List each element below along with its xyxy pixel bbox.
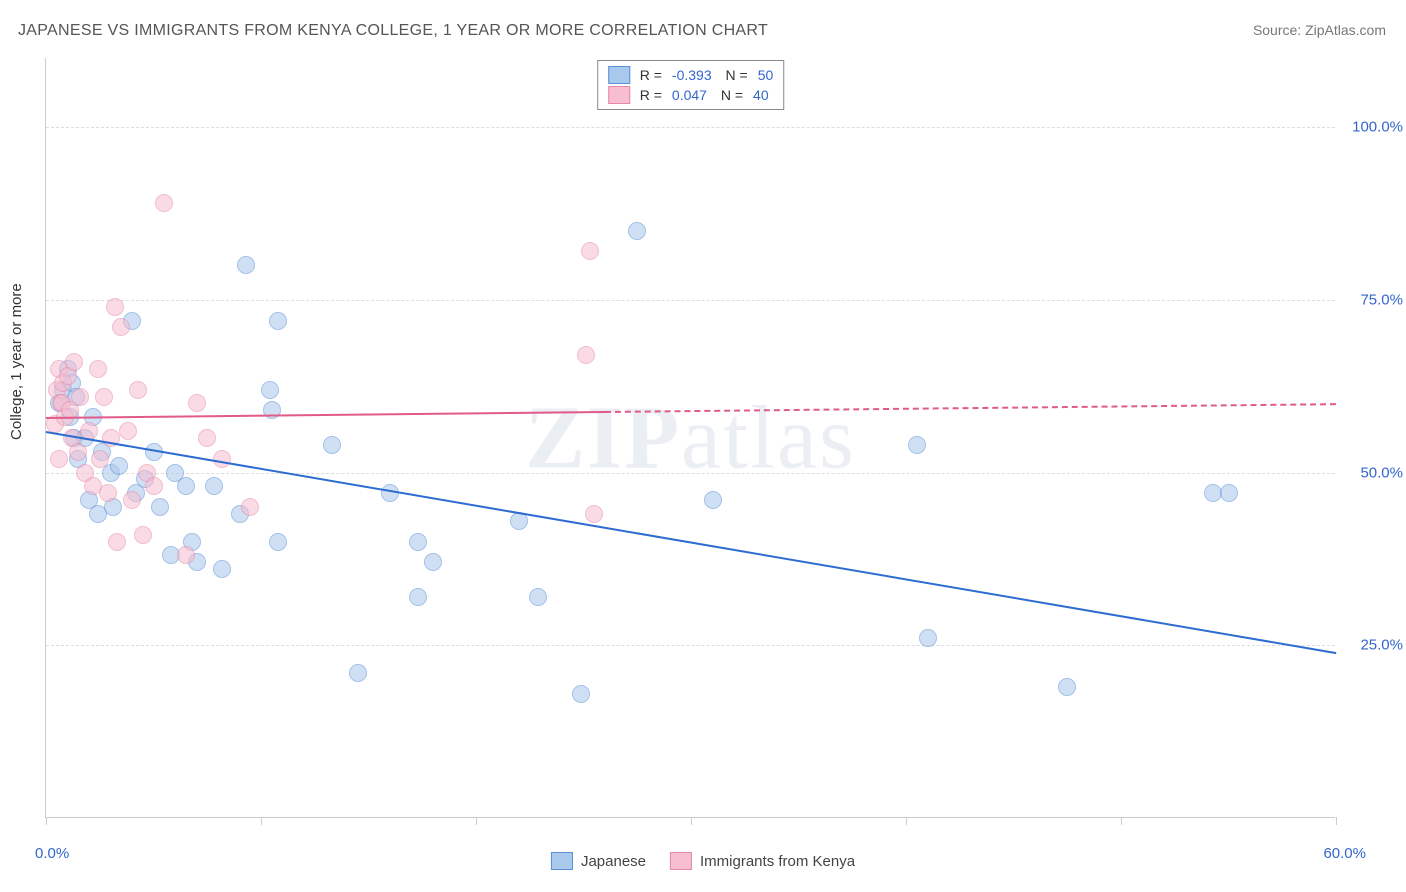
data-point xyxy=(129,381,147,399)
x-tick xyxy=(476,817,477,825)
trend-line xyxy=(46,411,605,419)
data-point xyxy=(91,450,109,468)
legend-r-label: R = xyxy=(640,67,662,83)
data-point xyxy=(71,388,89,406)
plot-area: ZIPatlas R = -0.393 N = 50 R = 0.047 N =… xyxy=(45,58,1335,818)
legend-label-kenya: Immigrants from Kenya xyxy=(700,853,855,870)
grid-line xyxy=(46,127,1335,128)
data-point xyxy=(585,505,603,523)
data-point xyxy=(908,436,926,454)
legend-label-japanese: Japanese xyxy=(581,853,646,870)
data-point xyxy=(628,222,646,240)
data-point xyxy=(213,450,231,468)
data-point xyxy=(145,477,163,495)
legend-r-label: R = xyxy=(640,87,662,103)
data-point xyxy=(381,484,399,502)
data-point xyxy=(89,360,107,378)
y-tick-label: 100.0% xyxy=(1352,119,1403,136)
data-point xyxy=(424,553,442,571)
data-point xyxy=(349,664,367,682)
data-point xyxy=(155,194,173,212)
x-axis-max-label: 60.0% xyxy=(1323,845,1366,862)
data-point xyxy=(119,422,137,440)
data-point xyxy=(529,588,547,606)
data-point xyxy=(577,346,595,364)
chart-title: JAPANESE VS IMMIGRANTS FROM KENYA COLLEG… xyxy=(18,22,768,40)
legend-n-value-kenya: 40 xyxy=(753,87,769,103)
data-point xyxy=(237,256,255,274)
watermark: ZIPatlas xyxy=(525,386,856,489)
legend-swatch-japanese-icon xyxy=(551,852,573,870)
x-tick xyxy=(1336,817,1337,825)
data-point xyxy=(177,477,195,495)
data-point xyxy=(269,312,287,330)
legend-item-kenya: Immigrants from Kenya xyxy=(670,852,855,870)
grid-line xyxy=(46,473,1335,474)
legend-r-value-kenya: 0.047 xyxy=(672,87,707,103)
data-point xyxy=(99,484,117,502)
x-tick xyxy=(46,817,47,825)
grid-line xyxy=(46,300,1335,301)
data-point xyxy=(69,443,87,461)
data-point xyxy=(106,298,124,316)
legend-n-value-japanese: 50 xyxy=(758,67,774,83)
y-tick-label: 50.0% xyxy=(1360,464,1403,481)
legend-swatch-japanese xyxy=(608,66,630,84)
data-point xyxy=(241,498,259,516)
legend-r-value-japanese: -0.393 xyxy=(672,67,712,83)
data-point xyxy=(323,436,341,454)
data-point xyxy=(108,533,126,551)
data-point xyxy=(261,381,279,399)
x-tick xyxy=(906,817,907,825)
data-point xyxy=(1058,678,1076,696)
data-point xyxy=(213,560,231,578)
x-tick xyxy=(261,817,262,825)
data-point xyxy=(188,394,206,412)
data-point xyxy=(50,450,68,468)
y-tick-label: 25.0% xyxy=(1360,637,1403,654)
data-point xyxy=(177,546,195,564)
data-point xyxy=(110,457,128,475)
trend-line-dashed xyxy=(605,403,1336,413)
legend-row-kenya: R = 0.047 N = 40 xyxy=(608,85,774,105)
data-point xyxy=(65,353,83,371)
data-point xyxy=(269,533,287,551)
series-legend: Japanese Immigrants from Kenya xyxy=(551,852,855,870)
data-point xyxy=(134,526,152,544)
data-point xyxy=(263,401,281,419)
data-point xyxy=(95,388,113,406)
data-point xyxy=(151,498,169,516)
data-point xyxy=(581,242,599,260)
data-point xyxy=(123,491,141,509)
trend-line xyxy=(46,431,1336,654)
x-tick xyxy=(1121,817,1122,825)
legend-n-label: N = xyxy=(722,67,748,83)
x-axis-min-label: 0.0% xyxy=(35,845,69,862)
chart-container: JAPANESE VS IMMIGRANTS FROM KENYA COLLEG… xyxy=(0,0,1406,892)
data-point xyxy=(198,429,216,447)
source-attribution: Source: ZipAtlas.com xyxy=(1253,22,1386,38)
data-point xyxy=(409,588,427,606)
grid-line xyxy=(46,645,1335,646)
x-tick xyxy=(691,817,692,825)
y-axis-title: College, 1 year or more xyxy=(8,283,25,440)
data-point xyxy=(409,533,427,551)
data-point xyxy=(919,629,937,647)
data-point xyxy=(704,491,722,509)
legend-swatch-kenya-icon xyxy=(670,852,692,870)
legend-swatch-kenya xyxy=(608,86,630,104)
correlation-legend: R = -0.393 N = 50 R = 0.047 N = 40 xyxy=(597,60,785,110)
data-point xyxy=(112,318,130,336)
data-point xyxy=(572,685,590,703)
y-tick-label: 75.0% xyxy=(1360,291,1403,308)
data-point xyxy=(1220,484,1238,502)
legend-item-japanese: Japanese xyxy=(551,852,646,870)
legend-n-label: N = xyxy=(717,87,743,103)
data-point xyxy=(205,477,223,495)
legend-row-japanese: R = -0.393 N = 50 xyxy=(608,65,774,85)
